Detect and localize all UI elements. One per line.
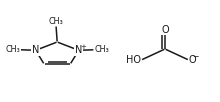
Text: CH₃: CH₃ bbox=[5, 45, 20, 54]
Text: O: O bbox=[161, 24, 169, 34]
Text: −: − bbox=[192, 52, 198, 61]
Text: CH₃: CH₃ bbox=[94, 45, 109, 54]
Text: N: N bbox=[75, 45, 82, 55]
Text: O: O bbox=[189, 55, 196, 65]
Text: CH₃: CH₃ bbox=[49, 17, 64, 26]
Text: HO: HO bbox=[126, 55, 141, 65]
Text: N: N bbox=[32, 45, 39, 55]
Text: +: + bbox=[81, 44, 86, 50]
